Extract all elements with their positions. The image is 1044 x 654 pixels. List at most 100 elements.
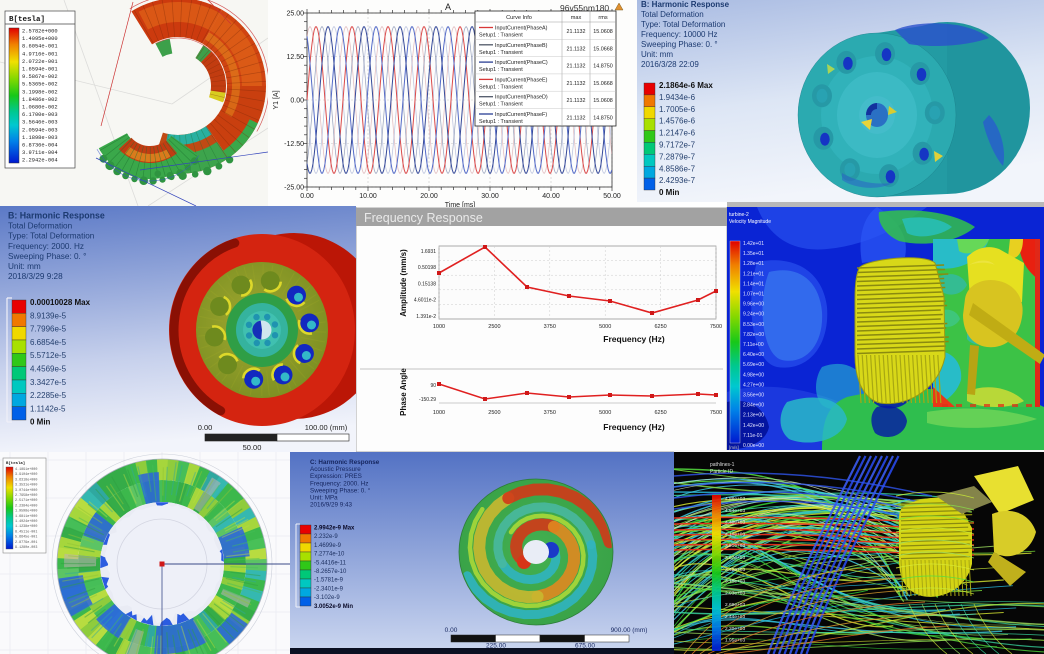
svg-text:4.40e+03: 4.40e+03 bbox=[725, 520, 745, 526]
svg-text:2500: 2500 bbox=[488, 410, 500, 416]
svg-text:InputCurrent(PhaseF): InputCurrent(PhaseF) bbox=[495, 112, 547, 118]
svg-text:1.07e+01: 1.07e+01 bbox=[743, 292, 764, 298]
svg-text:InputCurrent(PhaseD): InputCurrent(PhaseD) bbox=[495, 95, 548, 101]
svg-text:B[tesla]: B[tesla] bbox=[9, 16, 45, 24]
svg-text:10.00: 10.00 bbox=[359, 193, 377, 200]
svg-text:21.1132: 21.1132 bbox=[566, 98, 585, 104]
svg-text:6250: 6250 bbox=[654, 410, 666, 416]
svg-text:2.5171e+000: 2.5171e+000 bbox=[15, 499, 37, 503]
svg-text:1.4699e-9: 1.4699e-9 bbox=[314, 543, 342, 549]
svg-text:2.2384e+000: 2.2384e+000 bbox=[15, 504, 37, 508]
svg-text:1.4095e+000: 1.4095e+000 bbox=[22, 36, 58, 42]
svg-text:100.00 (mm): 100.00 (mm) bbox=[305, 423, 348, 432]
svg-text:Frequency: 10000 Hz: Frequency: 10000 Hz bbox=[641, 30, 718, 39]
svg-text:3.18e+03: 3.18e+03 bbox=[725, 579, 745, 585]
svg-text:1.9434e-6: 1.9434e-6 bbox=[659, 93, 696, 102]
svg-text:Y1 [A]: Y1 [A] bbox=[273, 90, 280, 109]
svg-text:1.42e+01: 1.42e+01 bbox=[743, 241, 764, 247]
svg-text:7.2879e-7: 7.2879e-7 bbox=[659, 152, 696, 161]
svg-text:15.0668: 15.0668 bbox=[593, 81, 613, 87]
svg-text:7.11e+00: 7.11e+00 bbox=[743, 342, 764, 348]
svg-text:2.93e+03: 2.93e+03 bbox=[725, 590, 745, 596]
svg-text:2.1864e-6 Max: 2.1864e-6 Max bbox=[659, 81, 713, 90]
svg-text:8.9139e-5: 8.9139e-5 bbox=[30, 311, 67, 320]
svg-text:3.0052e-9 Min: 3.0052e-9 Min bbox=[314, 604, 353, 610]
svg-text:Frequency: 2000. Hz: Frequency: 2000. Hz bbox=[310, 480, 368, 487]
svg-text:5.5365e-002: 5.5365e-002 bbox=[22, 82, 58, 88]
svg-text:1.9598e+000: 1.9598e+000 bbox=[15, 510, 37, 514]
svg-text:8.53e+00: 8.53e+00 bbox=[743, 322, 764, 328]
svg-text:1.2147e-6: 1.2147e-6 bbox=[659, 129, 696, 138]
svg-text:5.69e+00: 5.69e+00 bbox=[743, 362, 764, 368]
svg-text:0.00: 0.00 bbox=[300, 193, 314, 200]
svg-text:1.7005e-6: 1.7005e-6 bbox=[659, 105, 696, 114]
svg-text:21.1132: 21.1132 bbox=[566, 29, 585, 35]
svg-text:15.0608: 15.0608 bbox=[593, 98, 613, 104]
svg-text:2.0594e-003: 2.0594e-003 bbox=[22, 127, 58, 133]
svg-text:Setup1 : Transient: Setup1 : Transient bbox=[479, 84, 523, 90]
svg-text:6.8736e-004: 6.8736e-004 bbox=[22, 143, 58, 149]
svg-text:9.96e+00: 9.96e+00 bbox=[743, 302, 764, 308]
svg-text:40.00: 40.00 bbox=[542, 193, 560, 200]
svg-text:A: A bbox=[445, 2, 451, 12]
svg-text:2018/3/29 9:28: 2018/3/29 9:28 bbox=[8, 272, 63, 281]
svg-text:3750: 3750 bbox=[544, 324, 556, 330]
svg-text:-2.3401e-9: -2.3401e-9 bbox=[314, 586, 344, 592]
svg-text:96v55nm180: 96v55nm180 bbox=[560, 3, 609, 13]
svg-text:2.8779e-001: 2.8779e-001 bbox=[15, 541, 37, 545]
svg-text:5000: 5000 bbox=[599, 410, 611, 416]
svg-text:-1.5781e-9: -1.5781e-9 bbox=[314, 578, 344, 584]
svg-text:Frequency: 2000. Hz: Frequency: 2000. Hz bbox=[8, 242, 84, 251]
svg-text:B: Harmonic Response: B: Harmonic Response bbox=[8, 211, 105, 221]
svg-text:Unit: mm: Unit: mm bbox=[8, 262, 41, 271]
svg-text:5000: 5000 bbox=[599, 324, 611, 330]
svg-text:90: 90 bbox=[430, 383, 436, 389]
svg-text:12.50: 12.50 bbox=[286, 54, 304, 61]
svg-text:Total Deformation: Total Deformation bbox=[641, 10, 704, 19]
svg-text:25.00: 25.00 bbox=[286, 11, 304, 18]
svg-text:6.40e+00: 6.40e+00 bbox=[743, 352, 764, 358]
svg-text:4.1891e+000: 4.1891e+000 bbox=[15, 468, 37, 472]
svg-text:Setup1 : Transient: Setup1 : Transient bbox=[479, 102, 523, 108]
svg-text:30.00: 30.00 bbox=[481, 193, 499, 200]
svg-text:15.0608: 15.0608 bbox=[593, 29, 613, 35]
svg-text:turbine-2: turbine-2 bbox=[729, 212, 749, 218]
svg-text:2.2942e-004: 2.2942e-004 bbox=[22, 158, 58, 164]
svg-text:Frequency (Hz): Frequency (Hz) bbox=[603, 334, 665, 344]
svg-text:C: Harmonic Response: C: Harmonic Response bbox=[310, 459, 380, 466]
svg-text:Curve Info: Curve Info bbox=[506, 15, 532, 21]
svg-text:9.24e+00: 9.24e+00 bbox=[743, 312, 764, 318]
svg-text:2016/9/29 9:43: 2016/9/29 9:43 bbox=[310, 502, 353, 509]
svg-text:1.8486e-002: 1.8486e-002 bbox=[22, 97, 58, 103]
svg-text:1.28e+01: 1.28e+01 bbox=[743, 261, 764, 267]
svg-text:Type: Total Deformation: Type: Total Deformation bbox=[8, 232, 95, 241]
svg-text:14.8750: 14.8750 bbox=[593, 64, 613, 70]
svg-text:9.7172e-7: 9.7172e-7 bbox=[659, 141, 696, 150]
svg-text:0 Min: 0 Min bbox=[30, 418, 51, 427]
svg-text:5.6645e-001: 5.6645e-001 bbox=[15, 536, 37, 540]
svg-text:1.6931: 1.6931 bbox=[421, 249, 437, 255]
svg-text:-8.2657e-10: -8.2657e-10 bbox=[314, 569, 347, 575]
svg-text:1.14e+01: 1.14e+01 bbox=[743, 281, 764, 287]
svg-text:Unit: MPa: Unit: MPa bbox=[310, 495, 338, 502]
svg-text:Velocity Magnitude: Velocity Magnitude bbox=[729, 219, 771, 225]
svg-text:Type: Total Deformation: Type: Total Deformation bbox=[641, 20, 725, 29]
svg-text:Acoustic Pressure: Acoustic Pressure bbox=[310, 466, 361, 473]
svg-text:4.88e+03: 4.88e+03 bbox=[725, 496, 745, 502]
svg-text:0.00010028 Max: 0.00010028 Max bbox=[30, 298, 91, 307]
svg-text:3.3531e+000: 3.3531e+000 bbox=[15, 484, 37, 488]
svg-text:-3.102e-9: -3.102e-9 bbox=[314, 595, 340, 601]
svg-text:2.13e+00: 2.13e+00 bbox=[743, 413, 764, 419]
svg-text:7.82e+00: 7.82e+00 bbox=[743, 332, 764, 338]
svg-text:2.2285e-5: 2.2285e-5 bbox=[30, 391, 67, 400]
svg-text:-5.4416e-11: -5.4416e-11 bbox=[314, 560, 347, 566]
svg-text:1.4024e+000: 1.4024e+000 bbox=[15, 520, 37, 524]
svg-text:Frequency (Hz): Frequency (Hz) bbox=[603, 422, 665, 432]
svg-text:3.3427e-5: 3.3427e-5 bbox=[30, 378, 67, 387]
svg-text:4.16e+03: 4.16e+03 bbox=[725, 531, 745, 537]
svg-text:Setup1 : Transient: Setup1 : Transient bbox=[479, 50, 523, 56]
svg-text:0.00: 0.00 bbox=[198, 423, 213, 432]
svg-text:4.6011e-2: 4.6011e-2 bbox=[414, 298, 436, 304]
svg-text:50.00: 50.00 bbox=[243, 443, 262, 452]
svg-text:2500: 2500 bbox=[488, 324, 500, 330]
